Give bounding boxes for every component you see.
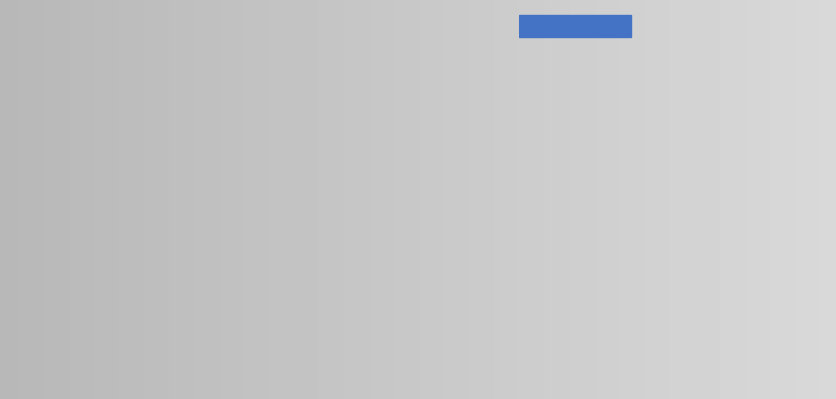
Text: What proportion of exam scores are higher than Cam's score?: What proportion of exam scores are highe… xyxy=(112,269,673,284)
Text: A set of chemistry exam scores are normally distributed with a mean of 70
points: A set of chemistry exam scores are norma… xyxy=(112,171,714,229)
Text: I: I xyxy=(138,325,143,343)
Bar xyxy=(518,15,630,37)
FancyBboxPatch shape xyxy=(112,315,174,352)
Text: 2 /3 skills: 2 /3 skills xyxy=(697,57,749,67)
Text: You might need:  ✪ Calculator,  ▣ Z table: You might need: ✪ Calculator, ▣ Z table xyxy=(298,140,558,153)
Text: Normal distribution: Area above or below a point: Normal distribution: Area above or below… xyxy=(112,75,690,95)
Text: You may round your answer to four decimal places.: You may round your answer to four decima… xyxy=(112,303,524,318)
